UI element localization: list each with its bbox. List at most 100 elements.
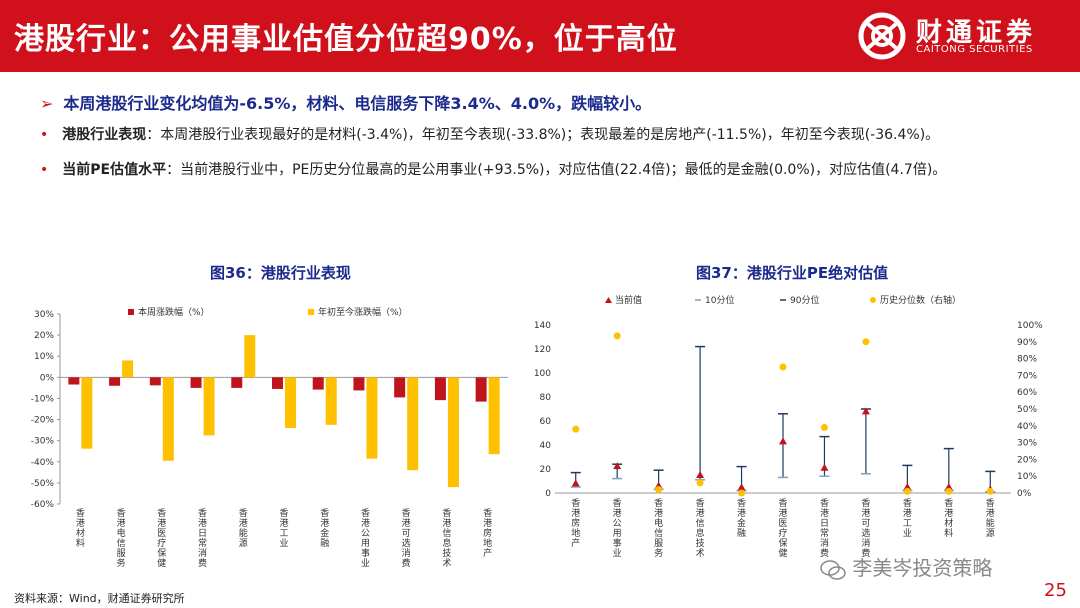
x-tick-label: 用 (613, 528, 622, 539)
logo-english-text: CAITONG SECURITIES (916, 44, 1033, 55)
company-logo: 财通证券 CAITONG SECURITIES (858, 10, 1068, 62)
x-tick-label: 香 (483, 508, 492, 519)
current-value-marker (903, 483, 912, 490)
x-tick-label: 港 (279, 517, 288, 529)
x-tick-label: 务 (117, 557, 126, 569)
x-tick-label: 术 (696, 547, 705, 559)
bullet-dot-icon: • (40, 127, 49, 143)
header-bar: 港股行业：公用事业估值分位超90%，位于高位 财通证券 CAITONG SECU… (0, 0, 1080, 72)
x-tick-label: 港 (737, 507, 746, 519)
x-tick-label: 消 (820, 537, 829, 549)
x-tick-label: 源 (239, 538, 248, 549)
legend-swatch (128, 309, 134, 315)
x-tick-label: 医 (778, 518, 787, 529)
x-tick-label: 术 (442, 557, 451, 569)
x-tick-label: 用 (361, 538, 370, 549)
bar-ytd (407, 377, 419, 471)
current-value-marker (737, 483, 746, 491)
x-tick-label: 可 (402, 528, 411, 539)
percentile-marker (945, 487, 953, 495)
x-tick-label: 消 (861, 537, 870, 549)
bar-weekly (109, 377, 121, 386)
bar-ytd (81, 377, 93, 449)
x-tick-label: 香 (571, 498, 580, 509)
x-tick-label: 电 (117, 527, 126, 539)
x-tick-label: 香 (613, 498, 622, 509)
x-tick-label: 技 (696, 537, 705, 549)
x-tick-label: 港 (820, 507, 829, 519)
legend-swatch (870, 297, 876, 303)
y2-tick-label: 0% (1017, 489, 1032, 499)
x-tick-label: 香 (696, 498, 705, 509)
x-tick-label: 地 (571, 527, 580, 539)
bar-ytd (366, 377, 378, 459)
percentile-marker (655, 486, 663, 494)
x-tick-label: 业 (279, 538, 288, 549)
x-tick-label: 香 (402, 508, 411, 519)
y-tick-label: 80 (540, 393, 552, 403)
y-tick-label: -10% (31, 394, 55, 404)
x-tick-label: 港 (613, 507, 622, 519)
x-tick-label: 港 (402, 517, 411, 529)
x-tick-label: 消 (198, 547, 207, 559)
x-tick-label: 融 (320, 538, 329, 549)
x-tick-label: 港 (861, 507, 870, 519)
x-tick-label: 港 (198, 517, 207, 529)
x-tick-label: 事 (361, 547, 370, 559)
x-tick-label: 香 (903, 498, 912, 509)
y-tick-label: 0% (40, 373, 55, 383)
legend-label: 10分位 (705, 294, 734, 306)
x-tick-label: 电 (654, 517, 663, 529)
percentile-marker (862, 338, 870, 346)
x-tick-label: 港 (903, 507, 912, 519)
current-value-marker (944, 483, 953, 490)
x-tick-label: 信 (654, 527, 663, 539)
y2-tick-label: 50% (1017, 405, 1037, 415)
x-tick-label: 费 (861, 547, 870, 559)
bar-weekly (394, 377, 406, 398)
y-tick-label: 60 (540, 417, 552, 427)
x-tick-label: 香 (320, 508, 329, 519)
bullet-text: ：本周港股行业表现最好的是材料(-3.4%)，年初至今表现(-33.8%)；表现… (146, 127, 940, 143)
x-tick-label: 消 (402, 547, 411, 559)
x-tick-label: 费 (820, 547, 829, 559)
logo-chinese-text: 财通证券 (916, 18, 1037, 48)
x-tick-label: 选 (402, 537, 411, 549)
y-tick-label: 30% (34, 310, 54, 320)
x-tick-label: 健 (778, 547, 787, 559)
x-tick-label: 料 (76, 537, 85, 549)
x-tick-label: 业 (361, 558, 370, 569)
x-tick-label: 保 (778, 537, 787, 549)
arrow-bullet-icon: ➢ (40, 94, 54, 113)
page-title: 港股行业：公用事业估值分位超90%，位于高位 (14, 22, 678, 57)
current-value-marker (613, 462, 622, 470)
legend-swatch (605, 297, 612, 303)
x-tick-label: 香 (778, 498, 787, 509)
x-tick-label: 疗 (778, 527, 787, 539)
x-tick-label: 业 (903, 528, 912, 539)
x-tick-label: 港 (654, 507, 663, 519)
bar-weekly (231, 377, 243, 388)
y-tick-label: 140 (534, 321, 551, 331)
current-value-marker (571, 479, 580, 487)
bullet-label: 港股行业表现 (62, 127, 147, 143)
bullet-performance: • 港股行业表现：本周港股行业表现最好的是材料(-3.4%)，年初至今表现(-33… (40, 124, 939, 144)
x-tick-label: 房 (483, 527, 492, 539)
source-note: 资料来源：Wind，财通证券研究所 (14, 592, 185, 605)
x-tick-label: 香 (117, 508, 126, 519)
y-tick-label: 100 (534, 369, 551, 379)
x-tick-label: 香 (654, 498, 663, 509)
chart36-title: 图36：港股行业表现 (210, 264, 351, 282)
x-tick-label: 材 (944, 517, 953, 529)
x-tick-label: 工 (903, 519, 912, 529)
bar-weekly (312, 377, 324, 390)
bullet-label: 当前PE估值水平 (62, 162, 167, 178)
y2-tick-label: 60% (1017, 388, 1037, 398)
bullet-dot-icon: • (40, 162, 49, 178)
page-number: 25 (1044, 580, 1067, 601)
x-tick-label: 务 (654, 547, 663, 559)
bar-ytd (122, 360, 134, 378)
x-tick-label: 香 (239, 508, 248, 519)
x-tick-label: 香 (157, 508, 166, 519)
percentile-marker (779, 363, 787, 371)
